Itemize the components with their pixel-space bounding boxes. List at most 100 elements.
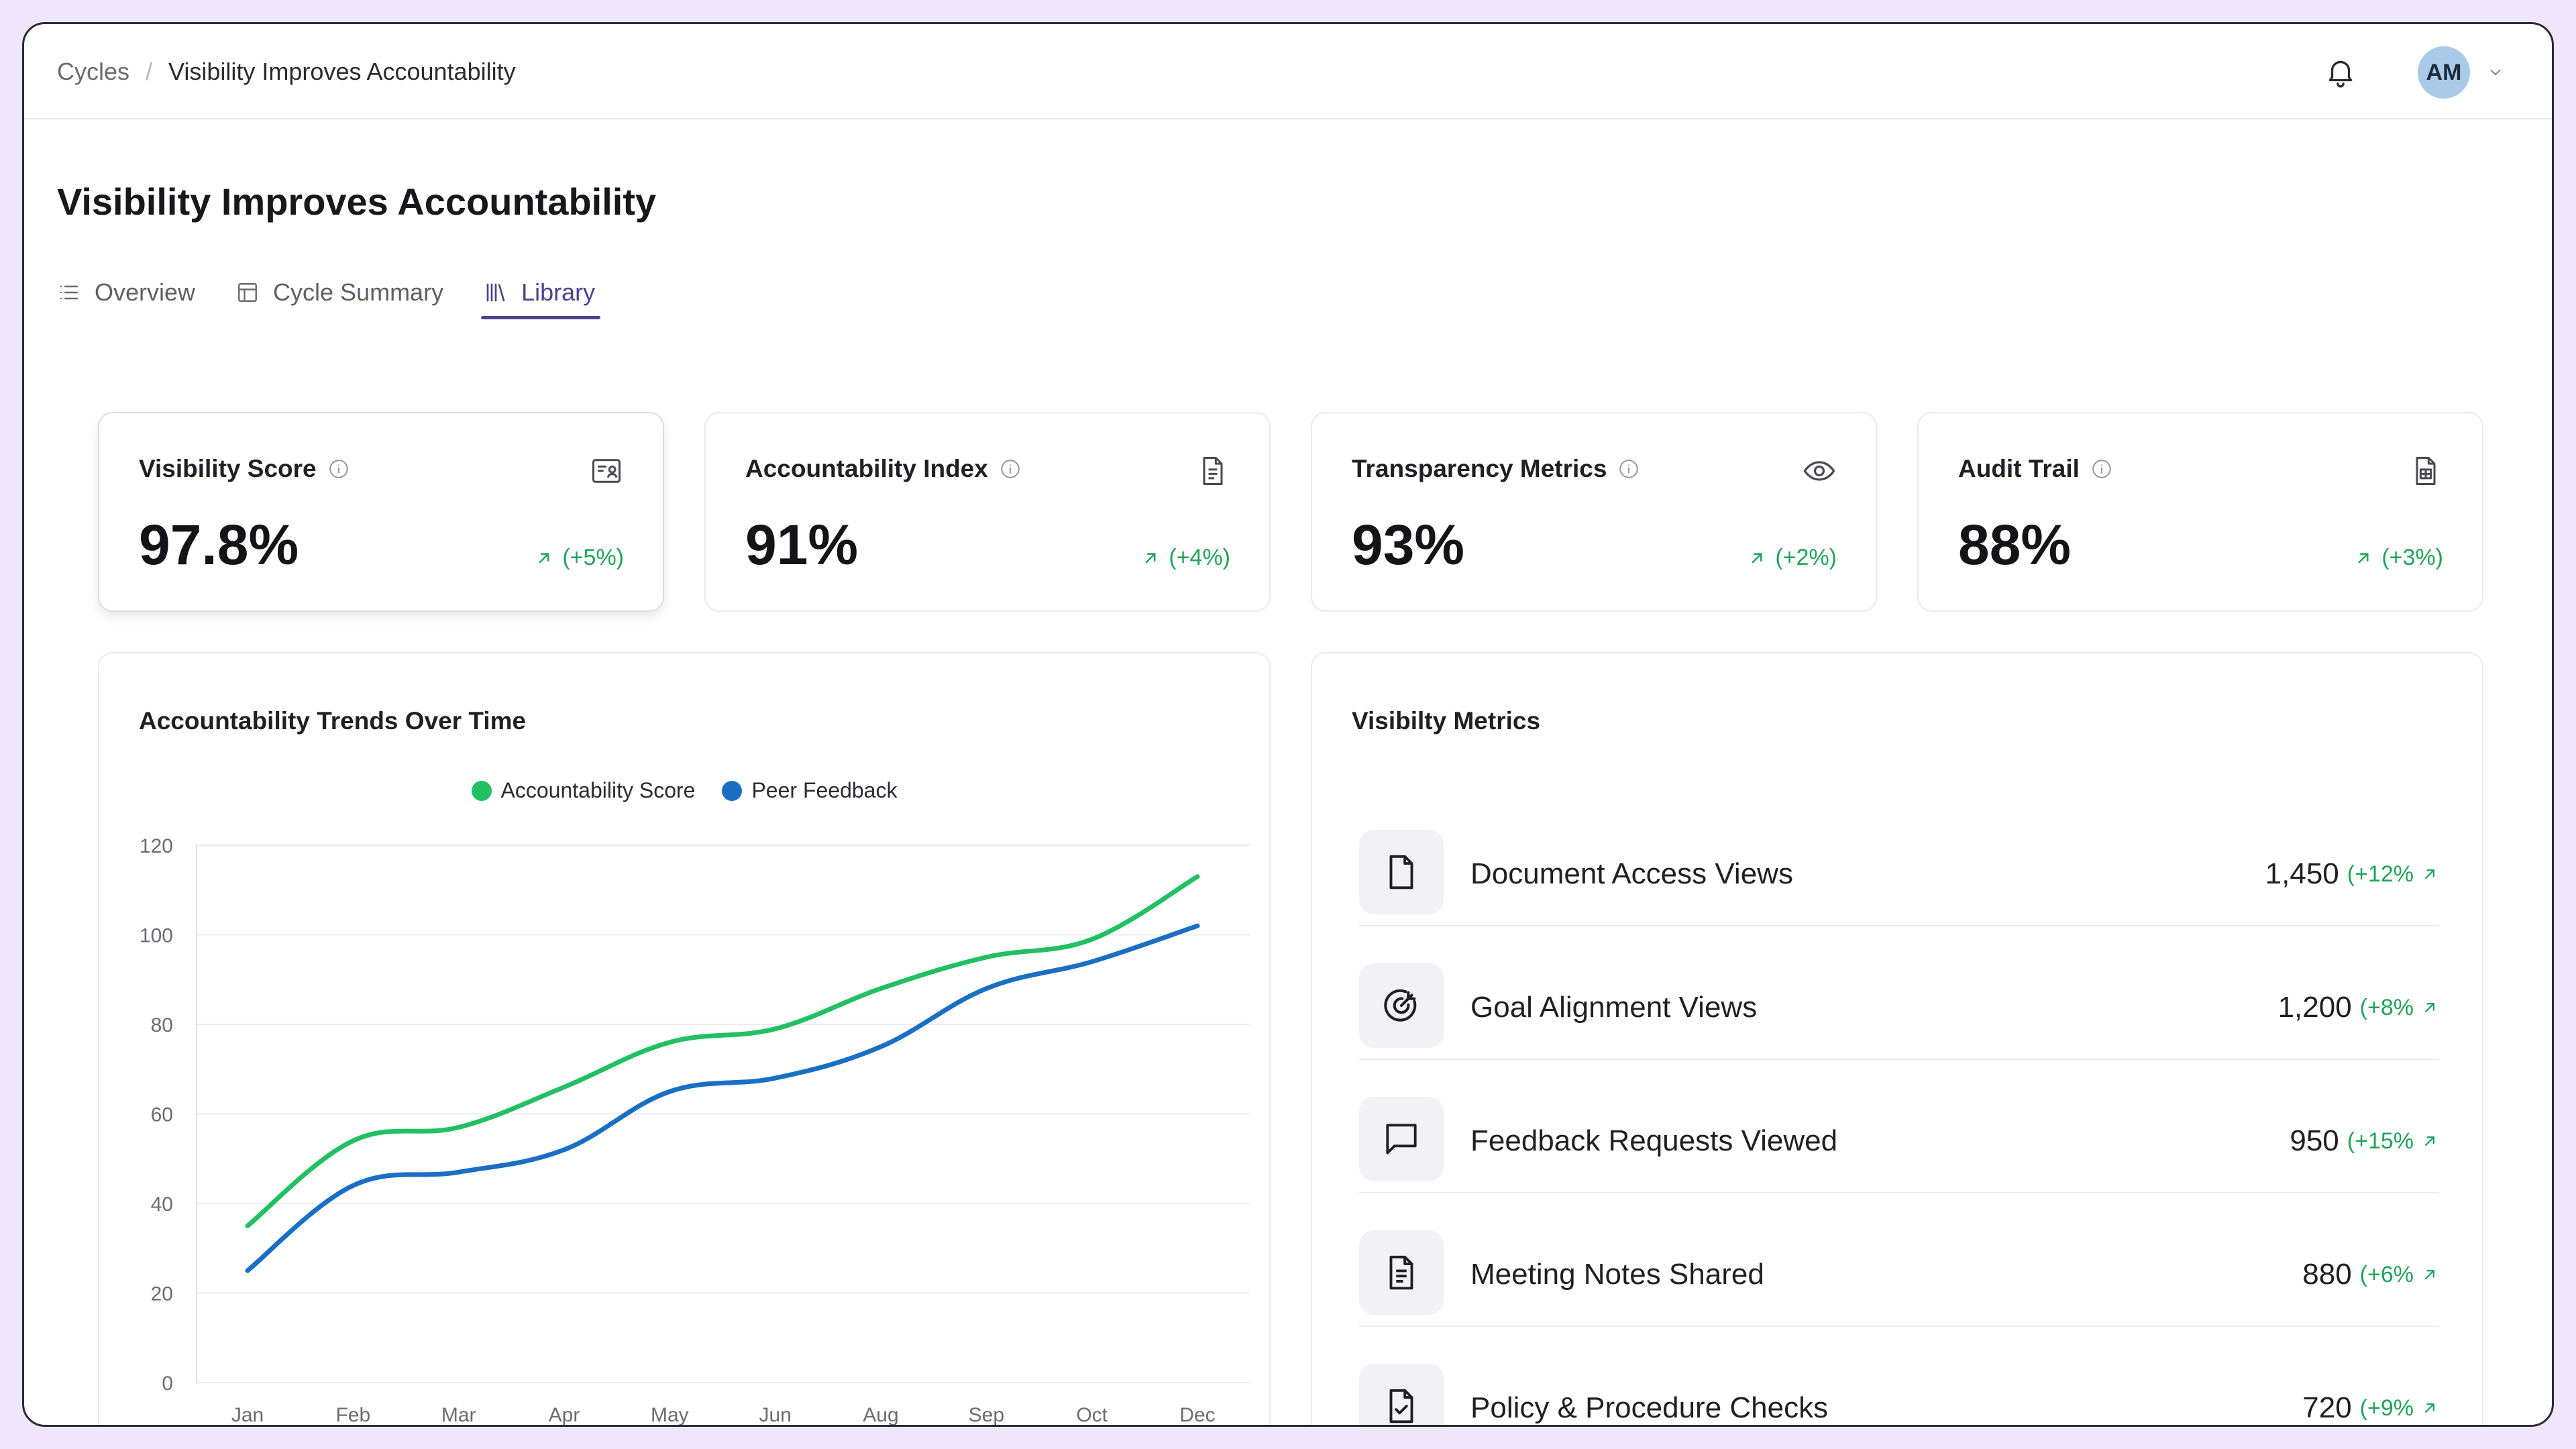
legend-item-peer-feedback[interactable]: Peer Feedback — [722, 778, 897, 803]
info-icon[interactable] — [2090, 458, 2113, 480]
kpi-title-text: Transparency Metrics — [1352, 455, 1607, 482]
bell-icon[interactable] — [2324, 55, 2357, 89]
x-tick-label: Jun — [759, 1404, 791, 1426]
kpi-delta-text: (+4%) — [1169, 545, 1230, 570]
x-tick-label: Dec — [1179, 1404, 1215, 1426]
arrow-up-right-icon — [2425, 1403, 2434, 1413]
file-icon — [1389, 855, 1413, 890]
metric-value: 880 — [2302, 1258, 2352, 1291]
x-tick-label: Aug — [863, 1404, 898, 1426]
kpi-delta-text: (+3%) — [2381, 545, 2443, 570]
breadcrumb-separator: / — [146, 58, 153, 85]
tab-bar: Overview Cycle Summary Library — [57, 272, 635, 319]
metric-row-feedback-requests-viewed[interactable]: Feedback Requests Viewed 950 (+15% — [1359, 1060, 2439, 1193]
arrow-up-right-icon — [2358, 553, 2369, 563]
legend-label: Peer Feedback — [751, 778, 898, 802]
breadcrumb-current: Visibility Improves Accountability — [168, 58, 516, 85]
kpi-card-accountability-index[interactable]: Accountability Index 91% (+4%) — [704, 412, 1271, 612]
y-tick-label: 100 — [140, 925, 173, 947]
metric-icon-box — [1359, 1097, 1444, 1181]
series-line-peer-feedback[interactable] — [245, 923, 1200, 1273]
metric-delta: (+9% — [2360, 1395, 2439, 1421]
kpi-value: 97.8% — [139, 513, 299, 576]
top-bar: Cycles / Visibility Improves Accountabil… — [24, 24, 2552, 119]
metric-value-group: 880 (+6% — [2302, 1258, 2439, 1291]
kpi-value: 91% — [745, 513, 859, 576]
metric-row-policy-procedure-checks[interactable]: Policy & Procedure Checks 720 (+9% — [1359, 1327, 2439, 1425]
chevron-down-icon[interactable] — [2485, 64, 2506, 81]
kpi-delta: (+4%) — [1140, 545, 1230, 571]
info-icon[interactable] — [327, 458, 350, 480]
series-line-accountability-score[interactable] — [245, 874, 1200, 1228]
tab-cycle-summary[interactable]: Cycle Summary — [235, 272, 443, 313]
breadcrumb-link-cycles[interactable]: Cycles — [57, 58, 130, 85]
tab-label: Library — [521, 278, 596, 306]
app-window: Cycles / Visibility Improves Accountabil… — [22, 22, 2554, 1427]
legend-item-accountability-score[interactable]: Accountability Score — [471, 778, 696, 803]
metric-value: 720 — [2302, 1391, 2352, 1424]
line-chart: 120 100 80 60 40 20 0 Jan Feb Mar Apr May Jun Aug Sep O… — [140, 835, 1250, 1426]
target-icon — [1384, 989, 1417, 1022]
metric-value: 1,450 — [2265, 857, 2339, 890]
kpi-card-audit-trail[interactable]: Audit Trail 88% (+3%) — [1917, 412, 2483, 612]
id-card-icon — [592, 459, 621, 483]
metric-value: 1,200 — [2277, 991, 2352, 1024]
arrow-up-right-icon — [1752, 553, 1762, 563]
page-title: Visibility Improves Accountability — [57, 180, 657, 223]
metric-value-group: 720 (+9% — [2302, 1391, 2439, 1425]
file-check-icon — [1389, 1389, 1413, 1424]
kpi-delta-text: (+5%) — [562, 545, 624, 570]
message-icon — [1386, 1124, 1417, 1155]
chart-legend: Accountability Score Peer Feedback — [99, 778, 1269, 803]
metric-value-group: 1,200 (+8% — [2278, 991, 2439, 1024]
list-icon — [60, 285, 78, 300]
x-tick-label: May — [651, 1404, 689, 1426]
y-tick-label: 120 — [140, 835, 173, 857]
x-tick-label: Feb — [335, 1404, 370, 1426]
x-tick-label: Mar — [441, 1404, 476, 1426]
metric-delta-text: (+8% — [2359, 994, 2414, 1020]
metric-label: Meeting Notes Shared — [1470, 1258, 1764, 1291]
x-tick-label: Sep — [969, 1404, 1004, 1426]
y-tick-label: 80 — [151, 1014, 173, 1036]
metric-delta-text: (+6% — [2359, 1261, 2414, 1287]
metric-delta-text: (+9% — [2359, 1395, 2414, 1421]
metric-delta-text: (+15% — [2347, 1128, 2414, 1154]
tab-overview[interactable]: Overview — [57, 272, 195, 313]
kpi-title-text: Visibility Score — [139, 455, 317, 482]
tab-library[interactable]: Library — [481, 272, 601, 319]
x-tick-label: Apr — [549, 1404, 580, 1426]
y-tick-label: 0 — [162, 1373, 173, 1395]
info-icon[interactable] — [1617, 458, 1640, 480]
y-tick-label: 40 — [151, 1193, 173, 1216]
kpi-title: Accountability Index — [745, 455, 1022, 483]
eye-icon — [1803, 461, 1835, 481]
metric-row-goal-alignment-views[interactable]: Goal Alignment Views 1,200 (+8% — [1359, 926, 2439, 1060]
metric-delta-text: (+12% — [2347, 861, 2414, 887]
visibility-metrics-panel: Visibilty Metrics Document Access Views … — [1311, 652, 2483, 1425]
x-tick-label: Jan — [231, 1404, 264, 1426]
metric-row-meeting-notes-shared[interactable]: Meeting Notes Shared 880 (+6% — [1359, 1193, 2439, 1327]
kpi-card-transparency-metrics[interactable]: Transparency Metrics 93% (+2%) — [1311, 412, 1877, 612]
legend-dot — [471, 780, 492, 801]
metric-icon-box — [1359, 830, 1444, 914]
accountability-trends-panel: Accountability Trends Over Time Accounta… — [98, 652, 1271, 1426]
notes-icon — [1389, 1255, 1413, 1290]
kpi-delta: (+5%) — [534, 545, 624, 571]
metric-value-group: 1,450 (+12% — [2265, 857, 2439, 891]
arrow-up-right-icon — [2425, 869, 2434, 879]
avatar[interactable]: AM — [2418, 46, 2470, 99]
arrow-up-right-icon — [539, 553, 549, 563]
kpi-card-visibility-score[interactable]: Visibility Score 97.8% (+5%) — [98, 412, 664, 612]
arrow-up-right-icon — [2425, 1003, 2434, 1012]
info-icon[interactable] — [999, 458, 1022, 480]
layout-icon — [238, 283, 257, 302]
kpi-title: Audit Trail — [1958, 455, 2113, 483]
kpi-title-text: Accountability Index — [745, 455, 988, 482]
arrow-up-right-icon — [1145, 553, 1156, 563]
legend-label: Accountability Score — [500, 778, 696, 802]
metric-delta: (+15% — [2347, 1128, 2439, 1155]
metric-row-document-access-views[interactable]: Document Access Views 1,450 (+12% — [1359, 793, 2439, 926]
metric-value: 950 — [2290, 1124, 2339, 1157]
metric-label: Document Access Views — [1470, 857, 1793, 890]
